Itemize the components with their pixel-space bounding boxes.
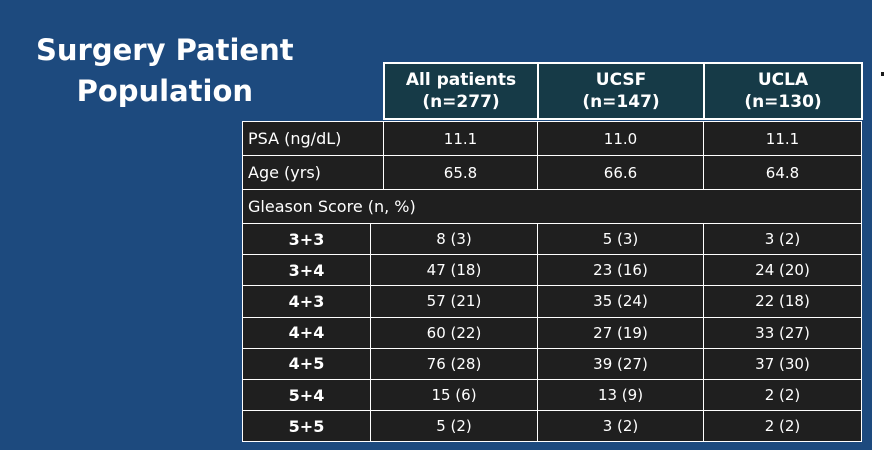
table-cell: 11.1 [703, 121, 862, 156]
gleason-row-label: 4+4 [242, 316, 371, 349]
slide-right-margin [872, 0, 884, 450]
column-header-name: UCLA [757, 70, 809, 90]
table-cell: 13 (9) [537, 379, 704, 412]
table-cell: 15 (6) [370, 379, 538, 412]
table-cell: 2 (2) [703, 379, 862, 412]
table-cell: 65.8 [383, 155, 538, 190]
gleason-row-label: 4+5 [242, 347, 371, 380]
gleason-row-label: 3+3 [242, 223, 371, 256]
table-cell: 11.0 [537, 121, 704, 156]
title-line-1: Surgery Patient [36, 33, 294, 67]
table-cell: 33 (27) [703, 316, 862, 349]
gleason-row-label: 4+3 [242, 285, 371, 318]
table-cell: 3 (2) [703, 223, 862, 256]
table-cell: 66.6 [537, 155, 704, 190]
column-header-n: (n=147) [582, 92, 660, 112]
column-header-ucsf: UCSF (n=147) [537, 62, 705, 120]
table-cell: 5 (2) [370, 410, 538, 443]
table-cell: 8 (3) [370, 223, 538, 256]
table-cell: 3 (2) [537, 410, 704, 443]
table-cell: 22 (18) [703, 285, 862, 318]
column-header-n: (n=277) [422, 92, 500, 112]
table-cell: 35 (24) [537, 285, 704, 318]
slide-title: Surgery Patient Population [36, 30, 294, 112]
gleason-row-label: 5+5 [242, 410, 371, 443]
table-cell: 27 (19) [537, 316, 704, 349]
column-header-ucla: UCLA (n=130) [703, 62, 863, 120]
table-cell: 60 (22) [370, 316, 538, 349]
gleason-score-header: Gleason Score (n, %) [242, 189, 862, 224]
table-cell: 39 (27) [537, 347, 704, 380]
edge-marker [881, 72, 884, 76]
gleason-row-label: 3+4 [242, 254, 371, 287]
table-cell: 5 (3) [537, 223, 704, 256]
table-cell: 76 (28) [370, 347, 538, 380]
column-header-all-patients: All patients (n=277) [383, 62, 539, 120]
table-cell: 57 (21) [370, 285, 538, 318]
row-label-psa: PSA (ng/dL) [242, 121, 384, 156]
column-header-name: UCSF [595, 70, 647, 90]
table-cell: 24 (20) [703, 254, 862, 287]
row-label-age: Age (yrs) [242, 155, 384, 190]
column-header-n: (n=130) [744, 92, 822, 112]
table-cell: 11.1 [383, 121, 538, 156]
table-cell: 64.8 [703, 155, 862, 190]
gleason-row-label: 5+4 [242, 379, 371, 412]
table-cell: 37 (30) [703, 347, 862, 380]
title-line-2: Population [76, 74, 254, 108]
table-cell: 47 (18) [370, 254, 538, 287]
column-header-name: All patients [405, 70, 517, 90]
table-cell: 2 (2) [703, 410, 862, 443]
table-cell: 23 (16) [537, 254, 704, 287]
